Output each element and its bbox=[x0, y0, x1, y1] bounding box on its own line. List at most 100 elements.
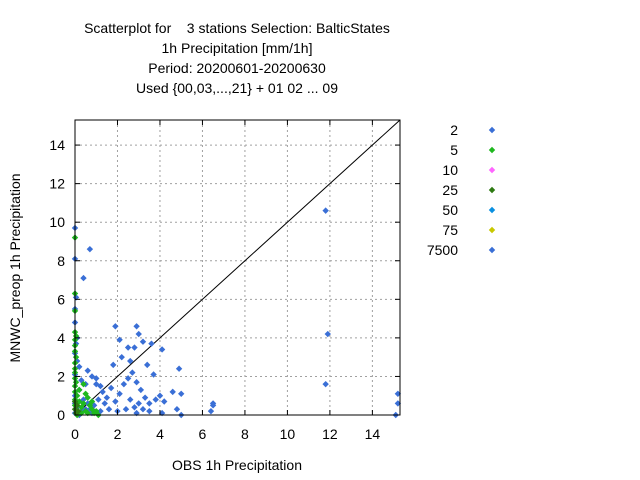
data-points bbox=[71, 207, 402, 419]
data-point bbox=[88, 398, 96, 405]
x-tick-label: 6 bbox=[199, 426, 207, 442]
data-point bbox=[122, 406, 130, 413]
data-point bbox=[137, 386, 145, 394]
data-point bbox=[207, 407, 215, 415]
data-point bbox=[178, 390, 185, 397]
legend-marker bbox=[488, 206, 496, 214]
data-point bbox=[146, 400, 153, 407]
diagonal-reference-line bbox=[74, 119, 401, 416]
y-axis-ticks: 0 2 4 6 8 10 12 14 bbox=[49, 137, 400, 423]
data-point bbox=[103, 394, 111, 401]
y-axis-label: MNWC_preop 1h Precipitation bbox=[7, 173, 23, 362]
data-point bbox=[133, 379, 140, 386]
data-point bbox=[116, 390, 123, 397]
legend-label: 2 bbox=[450, 122, 458, 138]
data-point bbox=[86, 245, 94, 253]
y-tick-label: 8 bbox=[57, 253, 65, 269]
data-point bbox=[116, 336, 123, 344]
data-point bbox=[173, 406, 181, 413]
data-point bbox=[148, 340, 155, 347]
data-point bbox=[156, 392, 164, 399]
data-point bbox=[394, 390, 402, 397]
data-point bbox=[394, 400, 402, 407]
data-point bbox=[88, 373, 96, 380]
data-point bbox=[152, 396, 159, 403]
data-point bbox=[105, 406, 113, 413]
grid-lines bbox=[75, 120, 400, 415]
legend-label: 25 bbox=[442, 182, 458, 198]
y-tick-label: 12 bbox=[49, 176, 65, 192]
x-axis-label: OBS 1h Precipitation bbox=[172, 457, 302, 473]
data-point bbox=[93, 375, 100, 382]
legend-marker bbox=[488, 246, 496, 254]
data-point bbox=[133, 323, 140, 330]
legend-marker bbox=[488, 226, 496, 234]
x-tick-label: 10 bbox=[280, 426, 296, 442]
data-point bbox=[139, 338, 147, 345]
x-tick-label: 12 bbox=[322, 426, 338, 442]
data-point bbox=[129, 369, 136, 376]
data-point bbox=[84, 367, 91, 374]
data-point bbox=[144, 361, 151, 369]
data-point bbox=[146, 407, 153, 415]
data-point bbox=[112, 323, 119, 330]
y-tick-label: 14 bbox=[49, 137, 65, 153]
legend-marker bbox=[488, 126, 496, 134]
chart-title-line-2: 1h Precipitation [mm/1h] bbox=[161, 40, 313, 56]
data-point bbox=[124, 344, 132, 351]
data-point bbox=[101, 400, 108, 407]
data-point bbox=[131, 344, 138, 351]
data-point bbox=[322, 380, 329, 388]
data-point bbox=[74, 407, 82, 415]
chart-title-line-4: Used {00,03,...,21} + 01 02 ... 09 bbox=[136, 80, 338, 96]
data-point bbox=[95, 396, 102, 403]
x-tick-label: 0 bbox=[71, 426, 79, 442]
y-tick-label: 0 bbox=[57, 407, 65, 423]
data-point bbox=[158, 346, 166, 353]
data-point bbox=[324, 330, 331, 338]
data-point bbox=[93, 380, 100, 388]
chart-title-line-3: Period: 20200601-20200630 bbox=[148, 60, 326, 76]
legend-marker bbox=[488, 186, 496, 194]
y-tick-label: 10 bbox=[49, 214, 65, 230]
data-point bbox=[120, 380, 128, 388]
chart-title-block: Scatterplot for 3 stations Selection: Ba… bbox=[0, 18, 474, 98]
data-point bbox=[118, 353, 125, 361]
data-point bbox=[135, 330, 142, 338]
data-point bbox=[80, 380, 87, 388]
legend-label: 50 bbox=[442, 202, 458, 218]
data-point bbox=[110, 361, 117, 369]
legend-label: 75 bbox=[442, 222, 458, 238]
legend-marker bbox=[488, 146, 496, 154]
x-tick-label: 4 bbox=[156, 426, 164, 442]
y-tick-label: 4 bbox=[57, 330, 65, 346]
legend-label: 10 bbox=[442, 162, 458, 178]
data-point bbox=[131, 404, 138, 411]
data-point bbox=[80, 400, 87, 407]
data-point bbox=[175, 365, 183, 372]
data-point bbox=[135, 400, 142, 407]
data-point bbox=[107, 384, 115, 392]
y-tick-label: 6 bbox=[57, 291, 65, 307]
data-point bbox=[72, 353, 80, 361]
data-point bbox=[139, 406, 147, 413]
data-point bbox=[141, 394, 149, 401]
data-point bbox=[161, 398, 168, 405]
data-point bbox=[127, 396, 134, 403]
x-tick-label: 2 bbox=[114, 426, 122, 442]
data-point bbox=[112, 398, 119, 405]
x-axis-ticks: 0 2 4 6 8 10 12 14 bbox=[71, 120, 380, 442]
plot-frame bbox=[74, 119, 401, 416]
y-tick-label: 2 bbox=[57, 368, 65, 384]
data-point bbox=[97, 382, 104, 390]
x-tick-label: 8 bbox=[241, 426, 249, 442]
data-point bbox=[82, 390, 89, 397]
data-point bbox=[99, 388, 106, 396]
data-point bbox=[322, 207, 329, 214]
data-point bbox=[124, 375, 132, 382]
legend-label: 5 bbox=[450, 142, 458, 158]
data-point bbox=[76, 386, 83, 394]
chart-title-line-1: Scatterplot for 3 stations Selection: Ba… bbox=[84, 20, 390, 36]
